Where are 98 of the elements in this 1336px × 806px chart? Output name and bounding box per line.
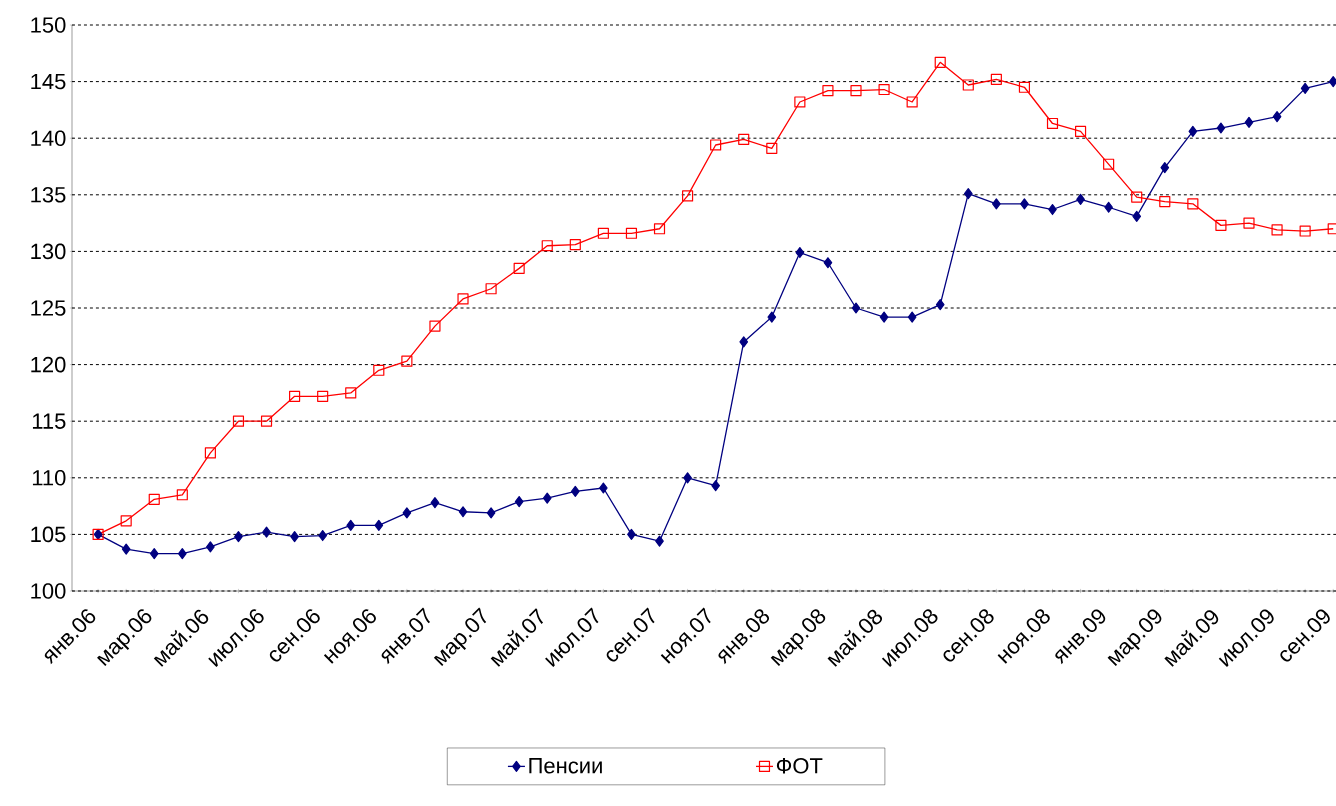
point [1074, 125, 1087, 137]
point [541, 240, 553, 252]
point [850, 85, 862, 97]
y-tick-label: 120 [31, 356, 66, 373]
point [1046, 117, 1059, 130]
point [934, 56, 946, 68]
legend-label: Пенсии [529, 758, 602, 774]
point [1243, 217, 1255, 229]
point [682, 190, 694, 202]
point [1244, 116, 1254, 128]
point [1131, 191, 1143, 203]
point [514, 495, 524, 508]
point [990, 73, 1002, 85]
point [794, 96, 806, 108]
y-tick-label: 150 [31, 17, 66, 33]
point [374, 519, 384, 531]
point [710, 139, 722, 151]
legend-label: ФОТ [776, 757, 823, 774]
point [260, 415, 273, 427]
point [822, 85, 834, 97]
point [149, 548, 159, 560]
point [289, 390, 301, 402]
point [962, 79, 974, 91]
point [1188, 125, 1198, 137]
point [429, 320, 441, 332]
point [767, 311, 777, 323]
point [121, 543, 131, 555]
point [317, 390, 329, 402]
point [795, 246, 805, 259]
point [935, 299, 945, 311]
point [766, 142, 778, 154]
point [963, 188, 973, 200]
point [290, 531, 299, 543]
point [373, 364, 385, 376]
point [1159, 196, 1171, 208]
point [655, 535, 664, 547]
point [1018, 81, 1031, 93]
point [457, 293, 469, 305]
y-tick-label: 115 [32, 413, 66, 429]
point [625, 227, 638, 239]
point [1272, 111, 1282, 123]
point [1076, 193, 1085, 205]
point [485, 283, 497, 295]
point [1299, 225, 1311, 237]
point [486, 507, 496, 519]
point [1271, 224, 1283, 236]
point [906, 96, 918, 108]
y-tick-label: 145 [31, 73, 66, 90]
point [402, 507, 412, 519]
point [1187, 198, 1199, 210]
point [823, 257, 833, 269]
point [430, 497, 440, 509]
y-tick-label: 100 [31, 583, 66, 599]
point [653, 223, 666, 235]
point [599, 482, 608, 494]
point [907, 311, 917, 323]
point [569, 239, 581, 251]
y-tick-label: 110 [32, 470, 66, 486]
point [234, 531, 243, 543]
point [346, 519, 356, 531]
point [711, 480, 720, 492]
point [318, 529, 328, 542]
point [177, 548, 187, 560]
point [738, 133, 750, 145]
point [204, 447, 216, 459]
point [1160, 162, 1170, 174]
y-tick-label: 125 [31, 300, 66, 316]
point [992, 198, 1001, 210]
point [176, 489, 188, 501]
point [120, 515, 132, 527]
point [739, 336, 749, 348]
point [879, 311, 889, 323]
point [627, 528, 636, 540]
point [1132, 210, 1142, 222]
point [401, 355, 413, 367]
point [262, 526, 271, 538]
point [1103, 158, 1115, 170]
point [345, 387, 357, 399]
point [513, 262, 525, 274]
y-tick-label: 140 [31, 130, 66, 146]
point [206, 541, 215, 553]
y-tick-label: 135 [31, 187, 66, 203]
point [232, 415, 245, 427]
point [1215, 219, 1227, 231]
point [683, 472, 692, 484]
point [1020, 198, 1029, 210]
y-tick-label: 130 [31, 243, 66, 260]
point [878, 83, 890, 96]
point [597, 227, 609, 239]
y-tick-label: 105 [31, 526, 66, 543]
point [542, 492, 552, 504]
point [570, 485, 580, 497]
point [458, 506, 468, 518]
point [1216, 122, 1226, 134]
point [1300, 82, 1310, 94]
point [1104, 201, 1113, 213]
point [148, 493, 160, 505]
point [851, 302, 861, 314]
